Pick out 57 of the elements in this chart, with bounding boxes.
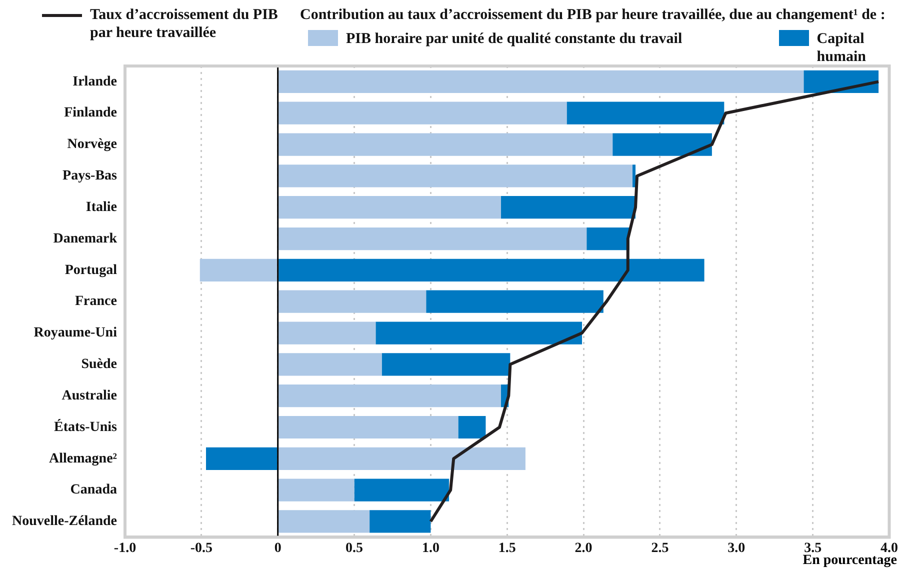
bar [370, 510, 431, 533]
y-tick-label: Canada [70, 482, 117, 498]
bar [278, 290, 426, 313]
bar [206, 447, 278, 470]
bar [278, 164, 632, 188]
y-tick-label: Norvège [67, 137, 117, 152]
y-tick-label: Pays-Bas [62, 168, 118, 184]
x-tick-label: 2.5 [651, 541, 669, 556]
y-tick-label: Nouvelle-Zélande [12, 514, 117, 530]
bar [354, 478, 450, 502]
bar [426, 290, 604, 313]
legend-label: Capital humain [816, 30, 867, 66]
y-tick-label: Danemark [53, 231, 118, 246]
bar [278, 70, 804, 94]
x-tick-label: 1.0 [422, 541, 440, 556]
bar [278, 478, 354, 502]
bar [804, 70, 879, 94]
bar [278, 416, 458, 439]
x-tick-label: -0.5 [190, 541, 213, 556]
x-tick-label: 0.5 [346, 541, 364, 556]
bar [278, 322, 376, 344]
y-tick-label: Australie [62, 388, 117, 404]
bar [200, 258, 278, 282]
x-tick-label: -1.0 [114, 541, 136, 556]
bar [278, 258, 704, 282]
bar [586, 227, 630, 250]
bar [632, 164, 636, 188]
y-tick-label: États-Unis [54, 418, 118, 435]
bar [612, 133, 712, 156]
y-tick-label: Irlande [72, 74, 117, 90]
x-tick-label: 3.0 [728, 541, 746, 556]
x-tick-label: 2.0 [574, 541, 592, 556]
bar [566, 102, 724, 124]
bar [278, 102, 567, 124]
y-tick-label: Allemagne² [49, 451, 117, 466]
bar [278, 384, 502, 408]
bar [376, 322, 582, 344]
bar [278, 227, 587, 250]
bar [501, 196, 636, 219]
y-tick-label: Finlande [64, 106, 117, 121]
y-tick-label: Royaume-Uni [34, 326, 118, 341]
bar [278, 196, 502, 219]
bar [278, 133, 613, 156]
y-tick-label: Portugal [64, 262, 118, 278]
y-tick-label: Italie [86, 200, 117, 215]
x-tick-label: 0 [274, 541, 282, 556]
legend-label: PIB horaire par unité de qualité constante du travail [346, 30, 682, 48]
legend-label: Taux d’accroissement du PIB par heure travaillée [90, 6, 279, 42]
y-tick-label: France [75, 294, 117, 310]
bar [278, 353, 382, 376]
bar [278, 447, 526, 470]
x-tick-label: 1.5 [498, 541, 516, 556]
bar [278, 510, 370, 533]
bar [458, 416, 486, 439]
legend-title: Contribution au taux d’accroissement du PIB par heure travaillée, due au changement¹ de : [300, 6, 886, 24]
bar [382, 353, 510, 376]
y-tick-label: Suède [81, 357, 117, 372]
